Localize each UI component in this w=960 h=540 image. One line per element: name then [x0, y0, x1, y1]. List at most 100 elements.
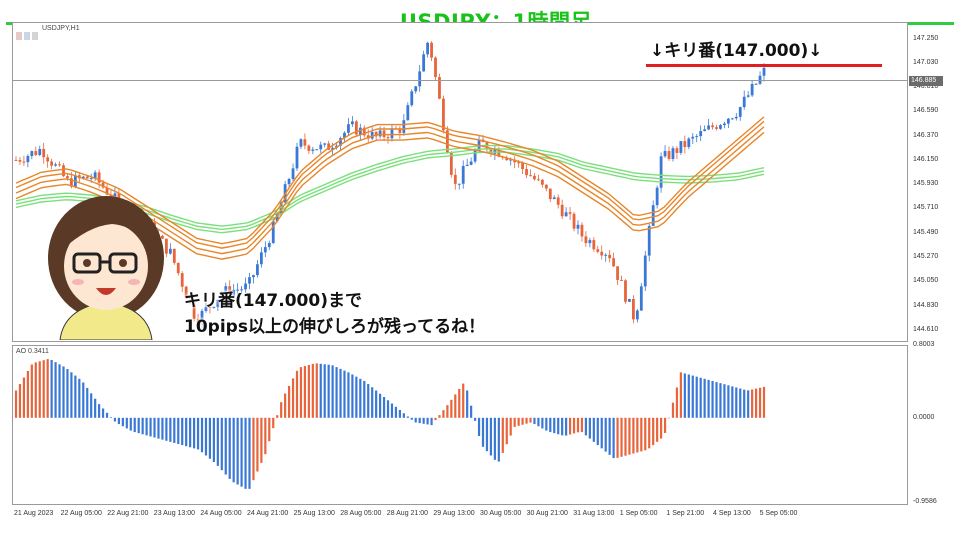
price-panel[interactable]: [12, 22, 908, 342]
candle: [679, 141, 683, 156]
ao-bar: [311, 363, 314, 418]
ao-bar: [390, 403, 394, 418]
time-tick-label: 31 Aug 13:00: [573, 510, 615, 517]
price-tick-label: 144.610: [913, 325, 939, 333]
ao-bar: [406, 416, 409, 418]
time-tick-label: 28 Aug 21:00: [386, 510, 429, 517]
candle: [667, 146, 671, 161]
ao-bar: [153, 417, 156, 438]
ao-chart: [14, 359, 766, 489]
ao-label: AO 0.3411: [16, 348, 49, 355]
ao-bar: [185, 417, 188, 447]
ao-bar: [280, 402, 283, 418]
candle: [256, 259, 259, 278]
candle: [248, 272, 251, 290]
ao-bar: [497, 417, 500, 462]
ao-bar: [165, 417, 168, 441]
ao-bar: [517, 417, 520, 426]
candle: [370, 127, 374, 141]
ao-bar: [30, 364, 33, 418]
candle: [240, 286, 243, 295]
candle: [620, 275, 623, 281]
ao-bar: [529, 417, 532, 423]
ao-bar: [264, 417, 267, 455]
ao-bar: [418, 417, 421, 424]
ao-bar: [739, 388, 742, 418]
candle: [453, 168, 457, 190]
ao-bar: [454, 394, 457, 418]
candle: [711, 122, 714, 130]
ao-bar: [90, 393, 93, 418]
ao-bar: [22, 377, 26, 418]
ao-bar: [196, 417, 200, 450]
ao-bar: [422, 417, 425, 424]
comment-line-2: 10pips以上の伸びしろが残ってるね！: [184, 317, 486, 337]
ao-bar: [319, 363, 322, 418]
ao-bar: [723, 384, 726, 418]
ao-bar: [450, 399, 453, 418]
candle: [184, 285, 188, 299]
price-tick-label: 145.710: [913, 204, 939, 212]
candle: [58, 161, 61, 167]
ao-bar: [86, 387, 89, 418]
candle: [54, 162, 57, 167]
candle: [406, 102, 410, 121]
time-tick-label: 25 Aug 13:00: [293, 510, 335, 517]
ao-bar: [109, 417, 113, 418]
ao-bar: [82, 382, 85, 418]
ao-bar: [50, 359, 53, 418]
ao-bar: [636, 417, 639, 453]
ao-panel[interactable]: [12, 345, 908, 505]
ao-bar: [715, 382, 718, 418]
ao-bar: [315, 363, 318, 418]
ao-bar: [173, 417, 176, 443]
current-price-tag: 146.885: [909, 76, 943, 86]
ao-bar: [291, 378, 295, 418]
ao-bar: [276, 415, 279, 418]
ao-bar: [303, 366, 307, 418]
ao-bar: [596, 417, 599, 446]
candle: [192, 298, 196, 322]
candle: [188, 297, 192, 305]
ao-bar: [600, 417, 603, 449]
ao-bar: [568, 417, 572, 435]
ao-bar: [470, 405, 473, 418]
ao-bar: [727, 385, 730, 418]
candle: [537, 174, 540, 182]
ema-orange-line: [15, 120, 765, 249]
candle: [351, 116, 354, 127]
ao-bar: [509, 417, 512, 436]
candle: [438, 73, 441, 100]
ao-bar: [200, 417, 204, 453]
ao-bar: [731, 386, 734, 418]
ao-bar: [98, 404, 101, 418]
ao-bar: [466, 390, 469, 418]
candle: [299, 138, 303, 150]
ao-tick-label: 0.8003: [913, 341, 935, 348]
candle: [758, 71, 762, 86]
candle: [354, 119, 358, 136]
ao-bar: [557, 417, 560, 435]
ao-bar: [295, 370, 299, 418]
ao-bar: [343, 370, 346, 418]
ao-bar: [462, 383, 465, 418]
candle: [224, 282, 228, 297]
time-tick-label: 4 Sep 13:00: [713, 510, 751, 517]
ao-bar: [679, 372, 682, 418]
candle: [414, 85, 418, 94]
candle: [42, 142, 46, 164]
candle: [592, 237, 596, 252]
ao-bar: [204, 417, 208, 456]
ao-bar: [224, 417, 227, 475]
candle: [343, 131, 346, 143]
ao-bar: [54, 362, 57, 418]
ao-bar: [493, 417, 496, 460]
candle: [608, 250, 612, 263]
ao-bar: [287, 385, 291, 418]
ao-bar: [648, 417, 651, 449]
ao-bar: [612, 417, 615, 459]
candle: [548, 188, 552, 203]
round-number-callout: ↓キリ番(147.000)↓: [650, 41, 823, 61]
ao-bar: [553, 417, 556, 434]
candle: [315, 149, 319, 151]
